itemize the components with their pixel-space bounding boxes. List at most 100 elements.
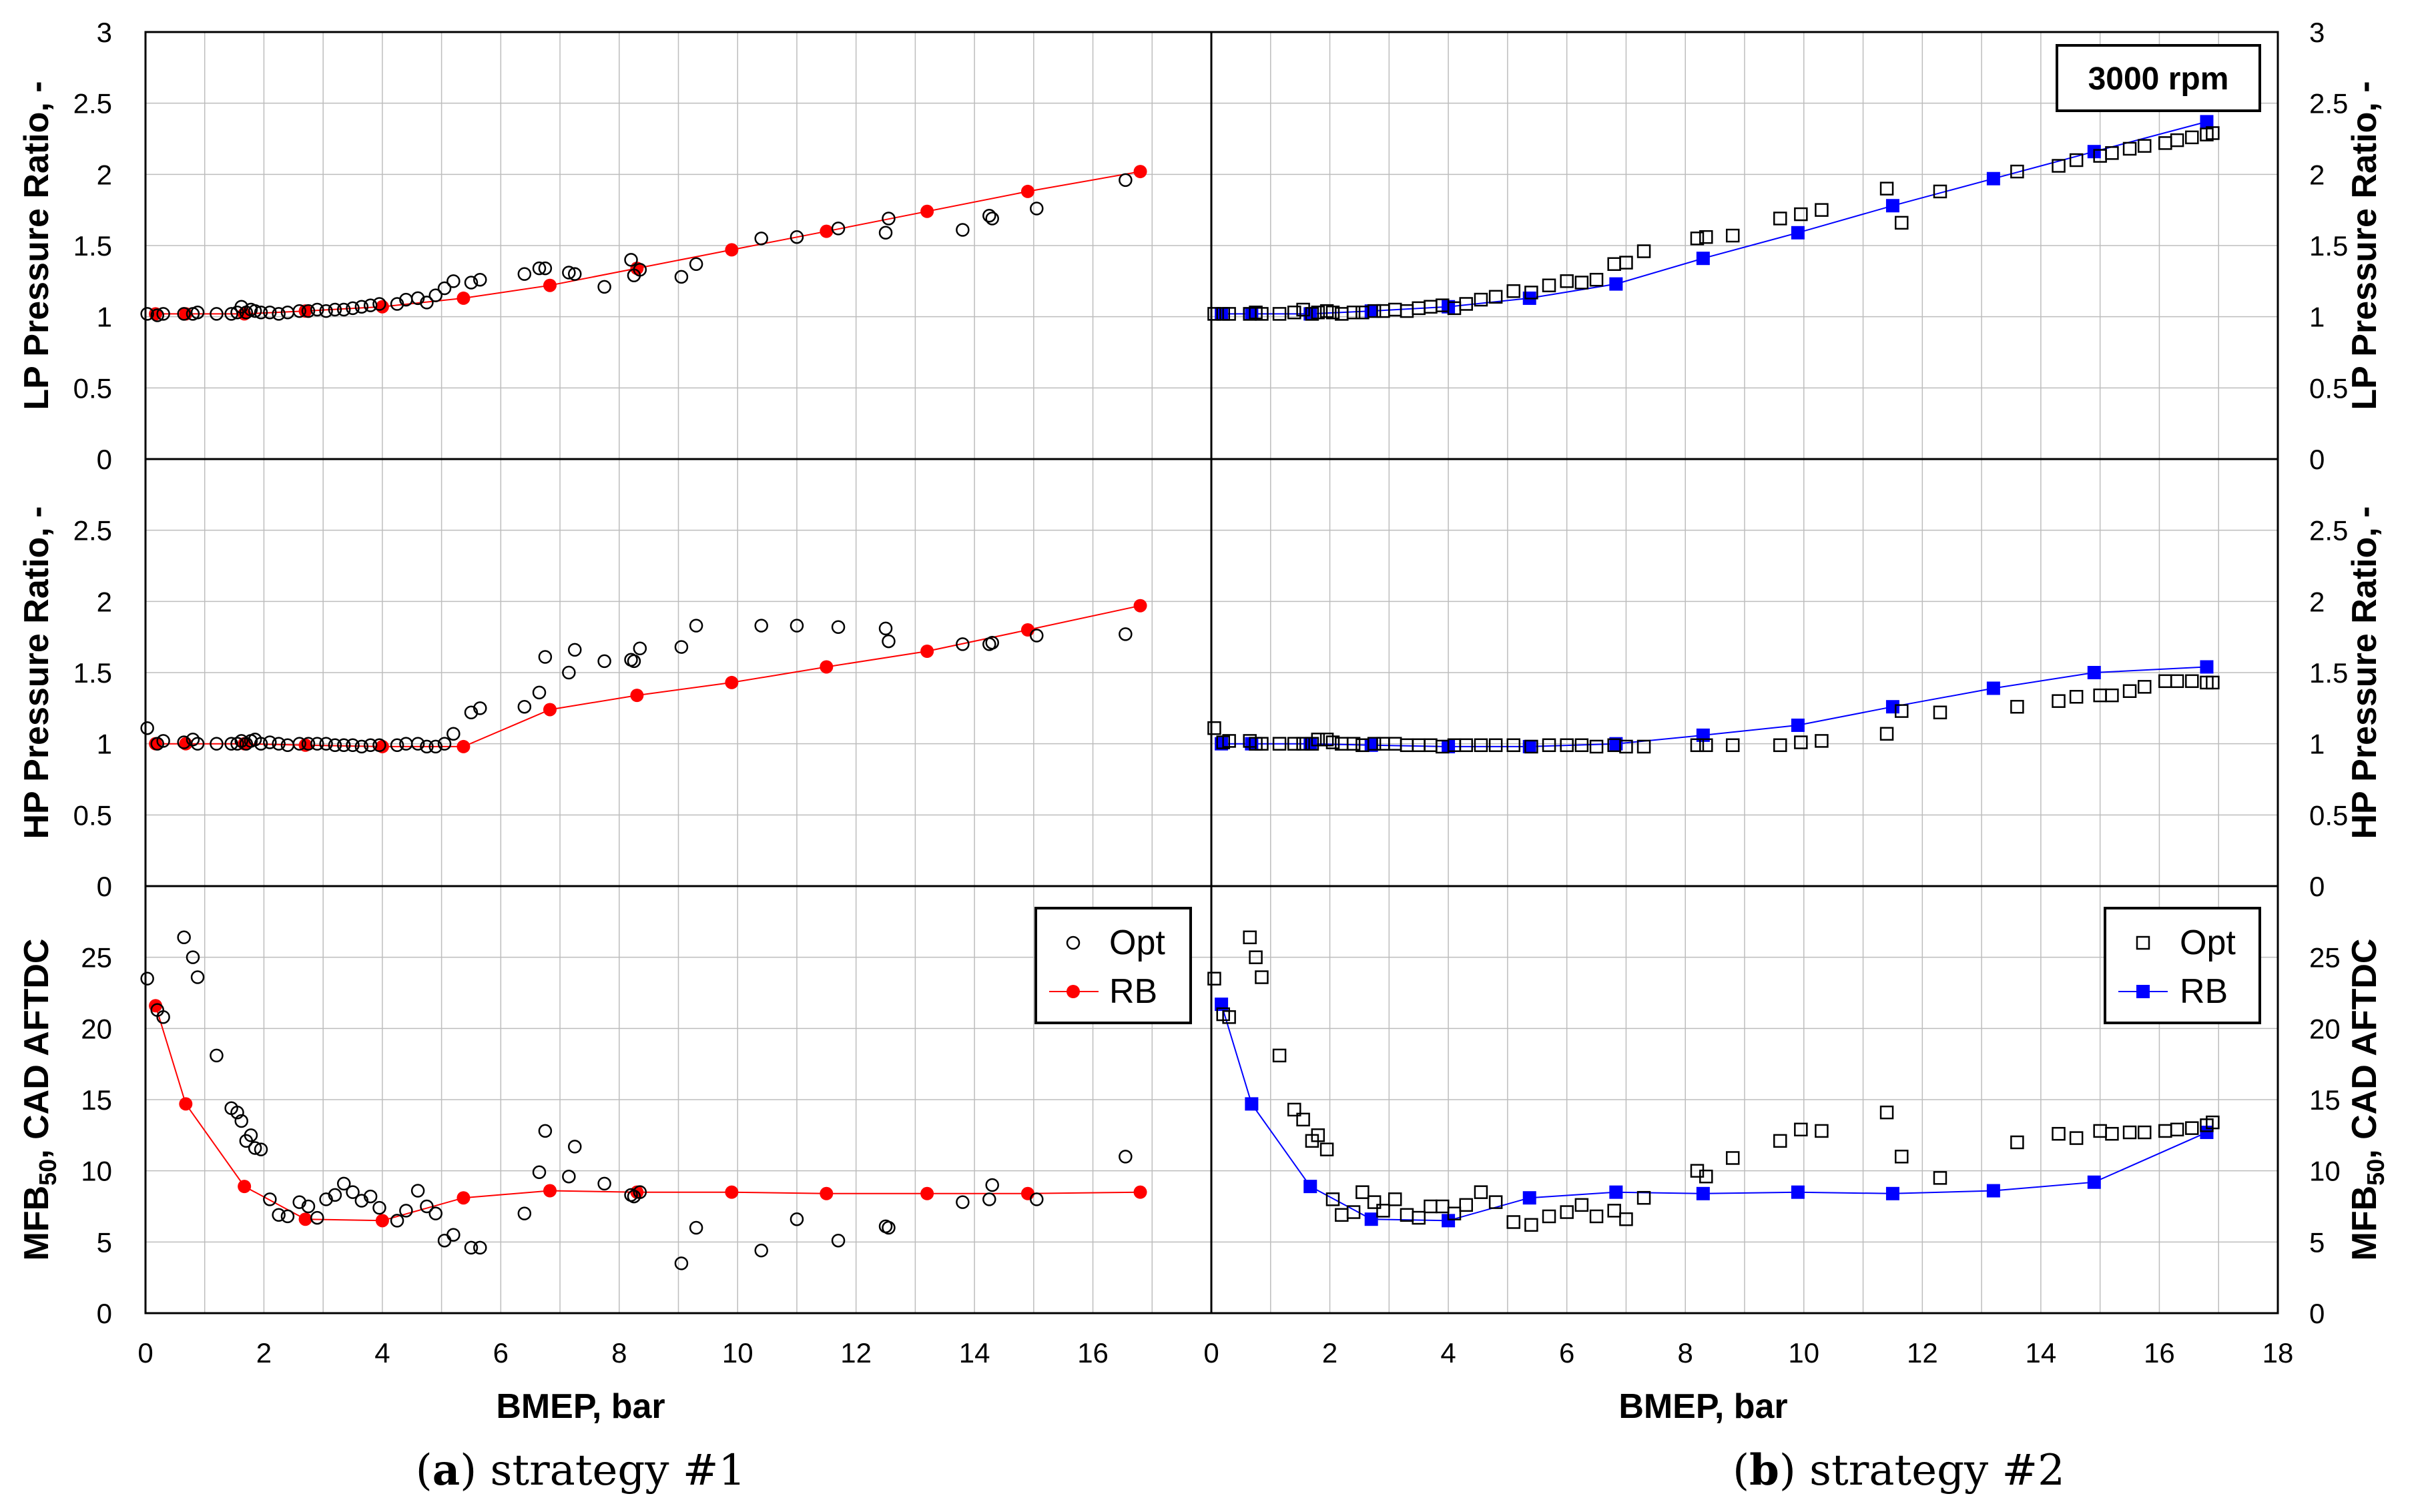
hp-y-tick-right: 2.5 (2309, 515, 2348, 546)
left-mfb-opt-point (410, 1184, 425, 1198)
left-hp-rb-point (630, 689, 644, 703)
left-mfb-opt-point (532, 1165, 547, 1180)
mfb-y-tick-right: 20 (2309, 1013, 2341, 1044)
right-lp-opt-point (1725, 228, 1740, 243)
right-hp-rb-point (1303, 737, 1317, 751)
left-mfb-opt-point (292, 1195, 306, 1209)
left-lp-opt-point (567, 267, 582, 281)
left-mfb-opt-point (156, 1010, 170, 1024)
mfb-label-main-right: MFB (2345, 1186, 2384, 1261)
x-tick-right: 14 (2026, 1337, 2057, 1369)
right-mfb-opt-point (2105, 1126, 2119, 1141)
right-mfb-opt-point (1589, 1209, 1604, 1224)
left-mfb-opt-point (517, 1206, 532, 1220)
left-lp-opt-point (956, 223, 970, 237)
left-mfb-opt-point (567, 1140, 582, 1154)
right-mfb-rb-point (1696, 1186, 1710, 1200)
left-mfb-opt-point (597, 1176, 611, 1191)
left-lp-opt-point (150, 308, 164, 322)
left-hp-opt-point (473, 701, 487, 715)
left-mfb-opt-point (372, 1200, 386, 1215)
mfb-y-tick-right: 25 (2309, 942, 2341, 974)
x-tick-right: 4 (1440, 1337, 1456, 1369)
right-mfb-opt-point (1367, 1195, 1382, 1209)
right-lp-opt-point (1255, 307, 1269, 321)
right-hp-opt-point (2138, 680, 2152, 694)
hp-y-tick-left: 0 (97, 871, 112, 902)
left-hp-opt-point (186, 733, 200, 747)
left-hp-opt-point (882, 634, 896, 649)
right-mfb-opt-point (1412, 1210, 1426, 1225)
left-mfb-opt-point (420, 1199, 434, 1214)
left-mfb-rb-point (1020, 1186, 1034, 1200)
right-lp-opt-point (1636, 244, 1651, 258)
legend-right-opt-marker (2136, 935, 2150, 950)
mfb-y-tick-right: 5 (2309, 1226, 2325, 1258)
left-hp-opt-point (956, 637, 970, 651)
left-hp-opt-point (272, 737, 286, 751)
left-hp-opt-point (410, 737, 425, 751)
right-mfb-rb-point (1609, 1185, 1623, 1199)
left-lp-opt-point (177, 307, 191, 321)
left-mfb-opt-point (190, 970, 205, 984)
left-hp-opt-point (390, 738, 404, 753)
right-lp-opt-point (1933, 184, 1947, 199)
right-hp-opt-point (1560, 738, 1574, 753)
left-lp-opt-point (1119, 173, 1133, 187)
left-mfb-opt-point (399, 1204, 413, 1218)
right-mfb-opt-point (1542, 1209, 1556, 1224)
right-lp-opt-point (2138, 139, 2152, 153)
left-mfb-opt-point (674, 1256, 689, 1270)
left-lp-opt-point (410, 291, 425, 306)
right-mfb-opt-point (1207, 972, 1221, 986)
right-lp-opt-point (2010, 164, 2024, 179)
left-lp-opt-point (248, 304, 262, 318)
right-mfb-opt-point (1815, 1124, 1829, 1138)
right-hp-opt-point (1488, 738, 1503, 753)
right-hp-opt-point (1725, 738, 1740, 753)
right-mfb-rb-point (1442, 1214, 1456, 1228)
right-hp-opt-point (1255, 737, 1269, 751)
right-hp-opt-point (1459, 738, 1473, 753)
right-mfb-opt-point (1773, 1134, 1787, 1148)
lp-y-tick-right: 3 (2309, 17, 2325, 48)
left-mfb-opt-point (985, 1178, 999, 1192)
lp-y-tick-left: 2.5 (73, 88, 112, 119)
left-hp-opt-point (177, 735, 191, 749)
left-hp-opt-point (263, 735, 277, 749)
right-hp-opt-point (1636, 739, 1651, 754)
left-mfb-opt-point (140, 972, 154, 986)
right-mfb-opt-point (1325, 1192, 1340, 1206)
left-lp-rb-point (375, 300, 389, 314)
left-hp-rb-point (820, 660, 834, 674)
right-hp-rb-point (2087, 666, 2101, 679)
left-mfb-opt-point (354, 1194, 369, 1208)
right-mfb-opt-point (1435, 1199, 1450, 1214)
left-mfb-opt-point (633, 1185, 647, 1199)
right-mfb-opt-point (1725, 1151, 1740, 1165)
right-mfb-opt-point (1222, 1010, 1236, 1024)
legend-right-rb-marker (2136, 985, 2150, 998)
left-lp-opt-point (985, 212, 999, 226)
left-lp-opt-point (354, 300, 369, 314)
right-hp-opt-point (1296, 737, 1310, 751)
right-mfb-opt-point (1933, 1171, 1947, 1185)
right-lp-rb-point (1609, 277, 1623, 291)
left-mfb-opt-point (254, 1142, 268, 1156)
left-lp-opt-point (437, 281, 452, 296)
left-lp-opt-point (272, 307, 286, 321)
right-hp-opt-point (1287, 737, 1301, 751)
xlabel-left: BMEP, bar (496, 1387, 665, 1426)
left-hp-opt-point (689, 619, 703, 633)
right-mfb-opt-point (1607, 1204, 1621, 1218)
right-mfb-opt-point (1636, 1190, 1651, 1205)
right-mfb-opt-point (1388, 1192, 1402, 1206)
left-hp-opt-point (567, 643, 582, 657)
right-mfb-opt-point (1319, 1142, 1334, 1156)
left-mfb-opt-point (319, 1192, 333, 1206)
left-hp-opt-point (562, 665, 576, 680)
left-hp-opt-point (437, 737, 452, 751)
left-lp-rb-point (543, 278, 557, 292)
left-hp-opt-point (674, 640, 689, 654)
legend-right-opt-label: Opt (2180, 923, 2236, 962)
